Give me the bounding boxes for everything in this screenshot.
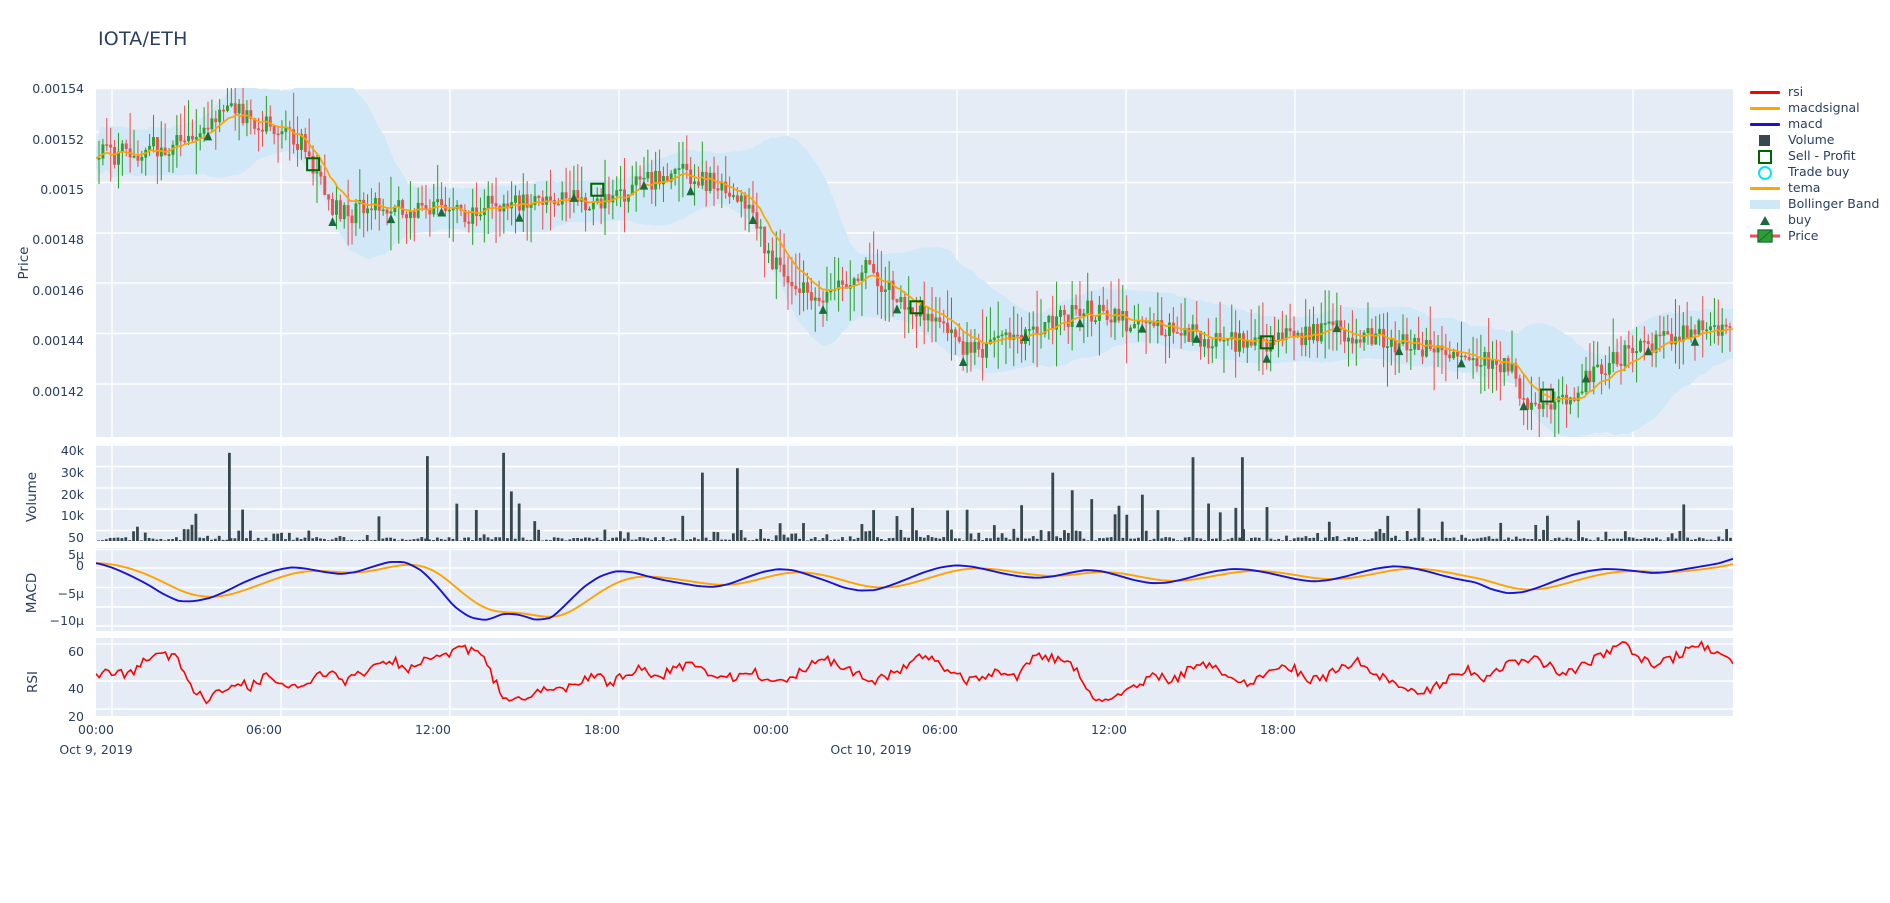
- legend-item-volume[interactable]: Volume: [1748, 132, 1890, 148]
- rsi-ytick-1: 40: [68, 681, 84, 696]
- macd-ytick-0: 5µ: [68, 547, 84, 562]
- price-ytick-6: 0.00142: [32, 384, 84, 399]
- legend-item-label: rsi: [1788, 84, 1804, 99]
- x-tick-3: 18:00: [583, 722, 621, 737]
- volume-ytick-2: 20k: [60, 487, 84, 502]
- legend-item-label: buy: [1788, 212, 1812, 227]
- chart-legend[interactable]: rsi macdsignal macd Volume Sell - Profit Trad…: [1748, 84, 1890, 244]
- x-tick-1: 06:00: [245, 722, 283, 737]
- price-plot-panel[interactable]: [96, 88, 1733, 437]
- macd-ytick-1: 0: [76, 558, 84, 573]
- line-swatch-icon: [1748, 180, 1782, 196]
- x-tick-6: 12:00: [1090, 722, 1128, 737]
- rsi-ytick-0: 60: [68, 644, 84, 659]
- macd-plot-panel[interactable]: [96, 548, 1733, 631]
- legend-item-label: macdsignal: [1788, 100, 1860, 115]
- legend-item-label: Sell - Profit: [1788, 148, 1856, 163]
- line-swatch-icon: [1748, 100, 1782, 116]
- x-tick-5: 06:00: [921, 722, 959, 737]
- x-date-label-1: Oct 10, 2019: [830, 742, 912, 757]
- candlestick-swatch-icon: [1748, 228, 1782, 244]
- volume-plot-panel[interactable]: [96, 444, 1733, 541]
- legend-item-rsi[interactable]: rsi: [1748, 84, 1890, 100]
- macd-ytick-3: −10µ: [49, 613, 84, 628]
- rsi-ytick-2: 20: [68, 709, 84, 724]
- legend-item-bollinger-band[interactable]: Bollinger Band: [1748, 196, 1890, 212]
- legend-item-label: tema: [1788, 180, 1821, 195]
- rsi-plot-panel[interactable]: [96, 638, 1733, 716]
- x-date-label-0: Oct 9, 2019: [59, 742, 133, 757]
- volume-ytick-1: 30k: [60, 465, 84, 480]
- line-swatch-icon: [1748, 116, 1782, 132]
- legend-item-sell-profit[interactable]: Sell - Profit: [1748, 148, 1890, 164]
- price-ytick-3: 0.00148: [32, 232, 84, 247]
- legend-item-macdsignal[interactable]: macdsignal: [1748, 100, 1890, 116]
- square-swatch-icon: [1748, 132, 1782, 148]
- circle-open-swatch-icon: [1748, 164, 1782, 180]
- volume-ytick-3: 10k: [60, 508, 84, 523]
- legend-item-macd[interactable]: macd: [1748, 116, 1890, 132]
- legend-item-label: Bollinger Band: [1788, 196, 1880, 211]
- x-tick-4: 00:00: [752, 722, 790, 737]
- price-ytick-2: 0.0015: [40, 182, 84, 197]
- x-tick-2: 12:00: [414, 722, 452, 737]
- line-swatch-icon: [1748, 84, 1782, 100]
- legend-item-tema[interactable]: tema: [1748, 180, 1890, 196]
- legend-item-trade-buy[interactable]: Trade buy: [1748, 164, 1890, 180]
- macd-ytick-2: −5µ: [57, 586, 84, 601]
- price-ytick-5: 0.00144: [32, 333, 84, 348]
- price-ytick-0: 0.00154: [32, 81, 84, 96]
- band-swatch-icon: [1748, 196, 1782, 212]
- square-open-swatch-icon: [1748, 148, 1782, 164]
- page-title: IOTA/ETH: [98, 28, 188, 50]
- legend-item-price[interactable]: Price: [1748, 228, 1890, 244]
- price-ytick-4: 0.00146: [32, 283, 84, 298]
- volume-ytick-0: 40k: [60, 443, 84, 458]
- legend-item-label: Trade buy: [1788, 164, 1850, 179]
- triangle-up-swatch-icon: [1748, 212, 1782, 228]
- legend-item-label: Price: [1788, 228, 1819, 243]
- x-tick-7: 18:00: [1259, 722, 1297, 737]
- legend-item-buy[interactable]: buy: [1748, 212, 1890, 228]
- price-ytick-1: 0.00152: [32, 132, 84, 147]
- legend-item-label: Volume: [1788, 132, 1835, 147]
- x-tick-0: 00:00: [77, 722, 115, 737]
- legend-item-label: macd: [1788, 116, 1823, 131]
- volume-ytick-4: 50: [68, 530, 84, 545]
